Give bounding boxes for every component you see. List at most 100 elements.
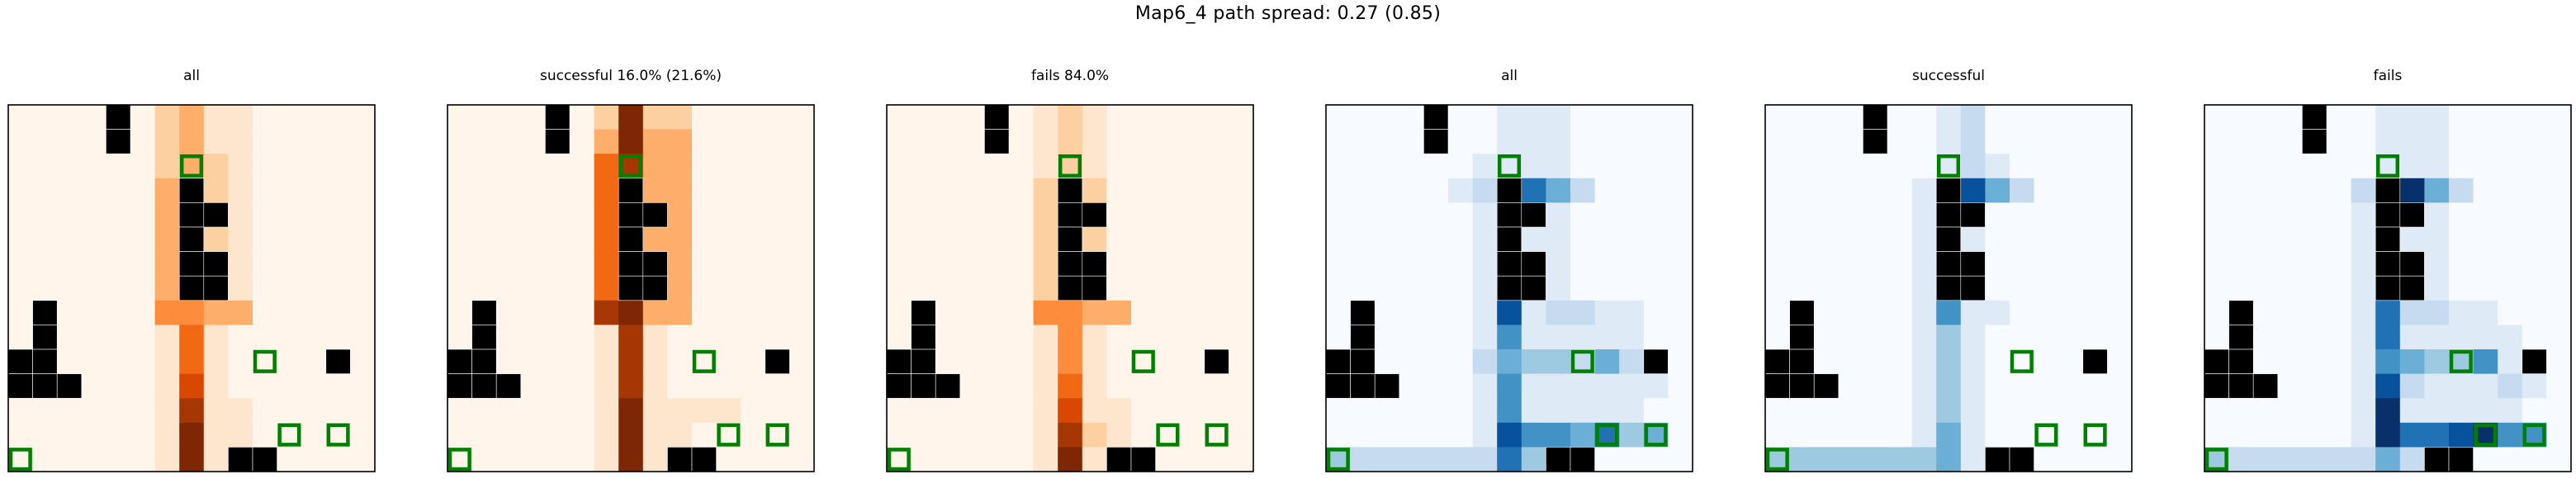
heat-cell — [1009, 325, 1035, 350]
heat-cell — [959, 422, 985, 448]
heat-cell — [1472, 300, 1498, 325]
heat-cell — [1765, 276, 1791, 301]
heat-cell — [228, 105, 253, 130]
heat-cell — [2327, 129, 2352, 154]
heat-cell — [301, 398, 327, 424]
heat-cell — [2082, 154, 2108, 179]
heat-cell — [1131, 129, 1157, 154]
heat-cell — [1594, 129, 1620, 154]
heat-cell — [2204, 276, 2230, 301]
heat-cell — [2498, 300, 2523, 325]
wall-cell — [495, 373, 522, 399]
wall-cell — [2375, 178, 2401, 203]
heat-cell — [1619, 105, 1645, 130]
wall-cell — [911, 300, 936, 325]
heat-cell — [471, 276, 497, 301]
heat-cell — [935, 251, 961, 277]
heat-cell — [1887, 398, 1913, 424]
heat-cell — [277, 349, 302, 375]
wall-cell — [911, 373, 936, 399]
heat-cell — [253, 202, 278, 228]
heat-cell — [2498, 422, 2523, 448]
heat-cell — [618, 325, 644, 350]
heat-cell — [1960, 105, 1986, 130]
wall-cell — [1935, 275, 1962, 301]
heat-cell — [471, 422, 497, 448]
heat-cell — [545, 325, 571, 350]
heat-cell — [1399, 373, 1424, 399]
heat-cell — [692, 105, 717, 130]
heat-cell — [1594, 325, 1620, 350]
heat-cell — [179, 447, 205, 472]
heat-cell — [1668, 349, 1693, 375]
heat-cell — [1765, 422, 1791, 448]
heat-cell — [2010, 373, 2035, 399]
goal-marker — [2522, 423, 2546, 447]
heat-cell — [130, 105, 156, 130]
heat-cell — [1033, 398, 1058, 424]
heat-cell — [520, 447, 546, 472]
wall-cell — [2399, 202, 2425, 228]
heat-cell — [301, 227, 327, 253]
wall-cell — [1863, 129, 1888, 154]
heat-cell — [471, 202, 497, 228]
heat-cell — [1326, 251, 1352, 277]
heatmap-3 — [886, 104, 1254, 472]
heat-cell — [2107, 154, 2133, 179]
heat-cell — [253, 373, 278, 399]
heat-cell — [716, 325, 741, 350]
heat-cell — [1521, 398, 1546, 424]
heat-cell — [1960, 422, 1986, 448]
heat-cell — [1155, 447, 1181, 472]
heat-cell — [179, 398, 205, 424]
heat-cell — [2034, 105, 2059, 130]
heat-cell — [667, 422, 693, 448]
wall-cell — [7, 349, 33, 374]
heat-cell — [570, 398, 595, 424]
heat-cell — [32, 276, 58, 301]
heat-cell — [2302, 349, 2327, 375]
heat-cell — [253, 300, 278, 325]
heat-cell — [1594, 227, 1620, 253]
heat-cell — [1448, 276, 1474, 301]
heat-cell — [2522, 129, 2547, 154]
heat-cell — [741, 325, 766, 350]
heat-cell — [959, 325, 985, 350]
heat-cell — [1789, 447, 1815, 472]
heat-cell — [1033, 325, 1058, 350]
wall-cell — [1057, 251, 1083, 277]
heat-cell — [1423, 202, 1449, 228]
goal-marker — [2204, 448, 2228, 472]
heat-cell — [32, 251, 58, 277]
heat-cell — [1180, 227, 1205, 253]
heat-cell — [1155, 276, 1181, 301]
heat-cell — [570, 105, 595, 130]
heat-cell — [1521, 422, 1546, 448]
heat-cell — [2424, 300, 2450, 325]
heat-cell — [716, 276, 741, 301]
wall-cell — [667, 447, 693, 472]
heat-cell — [1570, 276, 1596, 301]
wall-cell — [2399, 251, 2425, 277]
heat-cell — [2302, 325, 2327, 350]
heat-cell — [2253, 202, 2279, 228]
heat-cell — [984, 300, 1010, 325]
heat-cell — [1204, 227, 1229, 253]
heat-cell — [2082, 178, 2108, 203]
heat-cell — [2351, 105, 2376, 130]
goal-marker — [8, 448, 32, 472]
heat-cell — [1423, 251, 1449, 277]
heat-cell — [1180, 276, 1205, 301]
heat-cell — [2277, 129, 2303, 154]
heat-cell — [618, 105, 644, 130]
heat-cell — [154, 276, 180, 301]
heat-cell — [765, 300, 790, 325]
heat-cell — [1106, 276, 1132, 301]
heat-cell — [2302, 398, 2327, 424]
heat-cell — [203, 447, 229, 472]
heat-cell — [1058, 325, 1083, 350]
heat-cell — [1155, 349, 1181, 375]
heat-cell — [57, 276, 83, 301]
heat-cell — [1204, 276, 1229, 301]
heat-cell — [1448, 202, 1474, 228]
